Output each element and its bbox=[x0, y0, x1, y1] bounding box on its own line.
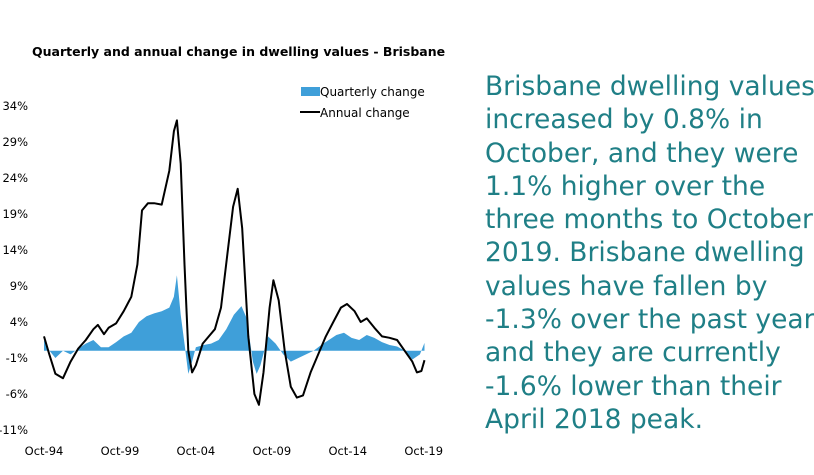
x-tick-label: Oct-04 bbox=[177, 444, 216, 458]
commentary-line: 2019. Brisbane dwelling bbox=[485, 237, 805, 269]
y-tick-label: 4% bbox=[10, 315, 28, 329]
y-tick-label: 9% bbox=[10, 279, 28, 293]
y-tick-label: 24% bbox=[2, 171, 28, 185]
y-tick-label: 29% bbox=[2, 135, 28, 149]
commentary-line: 1.1% higher over the bbox=[485, 170, 766, 202]
y-tick-label: -11% bbox=[0, 423, 28, 437]
commentary-line: October, and they were bbox=[485, 137, 799, 169]
legend-swatch-quarterly bbox=[301, 87, 320, 96]
y-tick-label: 19% bbox=[2, 207, 28, 221]
plot-area: 34% 29% 24% 19% 14% 9% 4% -1% -6% -11% Oct-94 Oct-9… bbox=[0, 99, 443, 458]
x-tick-label: Oct-09 bbox=[252, 444, 291, 458]
commentary-line: values have fallen by bbox=[485, 270, 768, 302]
legend-label-quarterly: Quarterly change bbox=[320, 85, 425, 99]
y-tick-label: 34% bbox=[2, 99, 28, 113]
quarterly-change-bars bbox=[44, 275, 425, 374]
commentary-line: three months to October bbox=[485, 204, 813, 236]
y-tick-label: 14% bbox=[2, 243, 28, 257]
chart-title: Quarterly and annual change in dwelling … bbox=[32, 44, 445, 59]
commentary-line: April 2018 peak. bbox=[485, 403, 703, 435]
legend: Quarterly change Annual change bbox=[300, 85, 425, 120]
y-tick-label: -6% bbox=[6, 387, 28, 401]
commentary-line: -1.6% lower than their bbox=[485, 370, 782, 402]
commentary-line: Brisbane dwelling values bbox=[485, 71, 814, 102]
x-tick-label: Oct-14 bbox=[328, 444, 367, 458]
annual-change-line bbox=[43, 119, 426, 406]
x-tick-label: Oct-99 bbox=[101, 444, 140, 458]
commentary-line: increased by 0.8% in bbox=[485, 104, 763, 136]
chart: Quarterly and annual change in dwelling … bbox=[0, 44, 445, 458]
commentary-line: -1.3% over the past year bbox=[485, 304, 814, 336]
commentary-line: and they are currently bbox=[485, 337, 781, 369]
legend-label-annual: Annual change bbox=[320, 106, 410, 120]
x-tick-label: Oct-19 bbox=[404, 444, 443, 458]
commentary-text: Brisbane dwelling values increased by 0.8… bbox=[485, 70, 814, 436]
x-tick-label: Oct-94 bbox=[25, 444, 64, 458]
y-tick-label: -1% bbox=[6, 351, 28, 365]
